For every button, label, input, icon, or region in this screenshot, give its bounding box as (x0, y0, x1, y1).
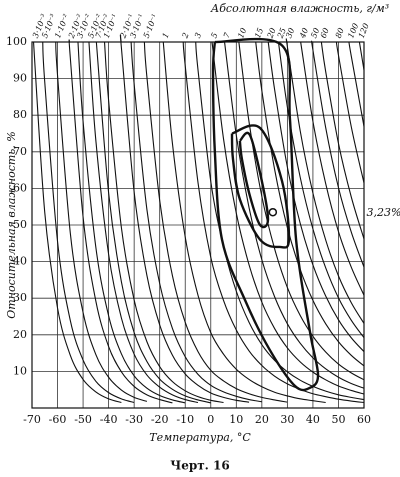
y-tick-label: 100 (6, 35, 27, 48)
x-tick-label: 10 (229, 413, 243, 426)
y-tick-label: 10 (13, 364, 27, 377)
curve-label: 20 (265, 27, 278, 41)
climate-contour (238, 131, 270, 229)
y-tick-label: 40 (13, 255, 27, 268)
curve-label: 25 (275, 27, 288, 41)
x-tick-label: -20 (151, 413, 169, 426)
x-tick-label: -50 (74, 413, 92, 426)
x-tick-label: 50 (331, 413, 345, 426)
y-tick-label: 20 (13, 328, 27, 341)
x-axis-label: Температура, °С (149, 431, 251, 444)
curve-label: 15 (253, 27, 265, 40)
humidity-curve (348, 41, 365, 127)
humidity-curve (103, 41, 224, 404)
humidity-curve (311, 40, 365, 268)
curve-label: 7 (222, 31, 233, 40)
y-axis-label: Относительная влажность, % (5, 131, 18, 318)
y-tick-label: 80 (13, 108, 27, 121)
y-tick-label: 60 (13, 181, 27, 194)
humidity-curve (42, 41, 135, 404)
curve-label: 30 (284, 27, 296, 40)
climate-contour (211, 37, 320, 392)
humidity-curve (238, 41, 365, 381)
humidity-curve (335, 41, 365, 184)
humidity-curve (285, 38, 365, 324)
point (268, 207, 278, 217)
curve-label: 2 (180, 31, 191, 40)
humidity-curve (119, 34, 250, 403)
x-tick-label: -10 (176, 413, 194, 426)
x-tick-label: -70 (23, 413, 41, 426)
humidity-curve (182, 41, 365, 404)
x-tick-label: -60 (49, 413, 67, 426)
humidity-curve (95, 41, 211, 404)
curve-label: 50 (309, 27, 321, 40)
humidity-curve (195, 41, 365, 401)
humidity-curve (143, 41, 288, 403)
chart-title: Абсолютная влажность, г/м³ (210, 2, 389, 15)
y-tick-label: 30 (13, 291, 27, 304)
curve-label: 60 (319, 27, 331, 40)
climate-contour (230, 124, 291, 249)
curve-label: 3 (193, 31, 203, 39)
humidity-curve (267, 41, 365, 353)
annotation: 3,23% (367, 206, 400, 219)
humidity-curve (77, 41, 186, 404)
humidity-curve (300, 41, 365, 296)
curve-label: 1 (161, 31, 171, 39)
curve-label: 5 (209, 31, 219, 39)
curve-label: 40 (298, 27, 311, 41)
x-tick-label: -30 (125, 413, 143, 426)
humidity-curve (55, 41, 148, 402)
x-tick-label: 0 (207, 413, 214, 426)
x-tick-label: 40 (306, 413, 320, 426)
x-tick-label: 30 (280, 413, 294, 426)
plot-frame (31, 41, 365, 409)
curve-label: 120 (357, 22, 371, 40)
curve-label: 80 (334, 27, 346, 40)
humidity-curve (255, 41, 365, 367)
humidity-curve (224, 41, 365, 389)
y-tick-label: 90 (13, 72, 27, 85)
humidity-curve (162, 41, 326, 404)
humidity-curve (32, 41, 122, 404)
humidity-curve (277, 41, 365, 339)
humidity-curve (130, 41, 262, 403)
x-tick-label: 60 (357, 413, 371, 426)
humidity-curve (88, 41, 199, 404)
x-tick-label: 20 (255, 413, 269, 426)
y-tick-label: 50 (13, 218, 27, 231)
x-tick-label: -40 (100, 413, 118, 426)
humidity-curve (320, 41, 365, 240)
humidity-curve (358, 41, 365, 71)
humidity-curve (68, 39, 173, 404)
y-tick-label: 70 (13, 145, 27, 158)
humidity-curve (211, 41, 365, 395)
curve-label: 10 (236, 27, 248, 40)
caption: Черт. 16 (170, 459, 229, 473)
